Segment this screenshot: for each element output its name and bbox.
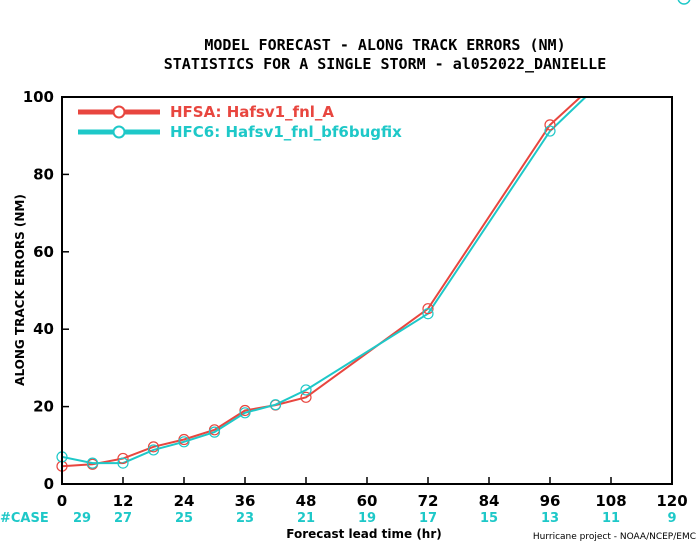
data-point-1-1 — [86, 457, 99, 469]
corner-logo-icon — [677, 0, 691, 5]
x-tick-label: 108 — [595, 492, 626, 510]
chart-title: MODEL FORECAST - ALONG TRACK ERRORS (NM) — [204, 36, 565, 54]
y-tick-label: 0 — [44, 475, 54, 493]
x-axis-ticks: 0 12 24 36 48 60 72 84 96 108 120 — [57, 477, 688, 510]
data-point-1-5 — [208, 426, 221, 438]
x-tick-label: 24 — [174, 492, 195, 510]
data-point-1-2 — [117, 457, 129, 469]
y-tick-label: 100 — [23, 88, 54, 106]
series-line-1 — [62, 96, 587, 465]
case-count: 23 — [236, 511, 254, 526]
legend-label-1: HFC6: Hafsv1_fnl_bf6bugfix — [170, 123, 402, 141]
data-point-1-7 — [269, 399, 282, 411]
x-tick-label: 72 — [418, 492, 439, 510]
series-lines — [62, 96, 587, 468]
data-point-0-3 — [147, 441, 160, 453]
chart-subtitle: STATISTICS FOR A SINGLE STORM - al052022… — [164, 55, 607, 73]
data-point-1-9 — [422, 308, 434, 320]
case-label: #CASE — [0, 511, 49, 526]
x-tick-label: 36 — [235, 492, 256, 510]
data-point-0-9 — [422, 303, 434, 315]
data-point-1-8 — [300, 384, 312, 396]
case-count: 15 — [480, 511, 498, 526]
case-count: 17 — [419, 511, 437, 526]
x-tick-label: 84 — [479, 492, 500, 510]
case-count: 25 — [175, 511, 193, 526]
legend-marker-0 — [112, 105, 126, 119]
y-tick-label: 40 — [33, 320, 54, 338]
case-count: 27 — [114, 511, 132, 526]
credit-text: Hurricane project - NOAA/NCEP/EMC — [533, 532, 696, 542]
y-tick-label: 80 — [33, 165, 54, 183]
y-tick-label: 60 — [33, 243, 54, 261]
y-axis-label: ALONG TRACK ERRORS (NM) — [13, 194, 27, 386]
case-count: 29 — [73, 511, 91, 526]
series-markers — [56, 119, 556, 472]
data-point-1-6 — [239, 407, 251, 419]
case-count: 21 — [297, 511, 315, 526]
legend-marker-1 — [112, 125, 126, 139]
y-axis-ticks: 0 20 40 60 80 100 — [23, 88, 69, 493]
case-count: 11 — [602, 511, 620, 526]
legend-label-0: HFSA: Hafsv1_fnl_A — [170, 103, 334, 121]
data-point-0-10 — [544, 119, 556, 131]
data-point-1-10 — [544, 125, 556, 137]
plot-frame — [61, 96, 673, 485]
case-count: 13 — [541, 511, 559, 526]
case-count: 9 — [667, 511, 676, 526]
series-line-0 — [62, 96, 582, 468]
x-tick-label: 12 — [113, 492, 134, 510]
x-tick-label: 96 — [540, 492, 561, 510]
case-counts-row: #CASE 29 27 25 23 21 19 17 15 13 11 9 — [0, 511, 677, 526]
x-tick-label: 48 — [296, 492, 317, 510]
x-tick-label: 0 — [57, 492, 67, 510]
legend: HFSA: Hafsv1_fnl_A HFC6: Hafsv1_fnl_bf6bu… — [78, 103, 402, 141]
x-tick-label: 60 — [357, 492, 378, 510]
data-point-0-8 — [300, 391, 312, 403]
data-point-1-4 — [178, 436, 190, 448]
y-tick-label: 20 — [33, 398, 54, 416]
x-axis-label: Forecast lead time (hr) — [286, 527, 442, 541]
data-point-0-2 — [117, 452, 129, 465]
case-count: 19 — [358, 511, 376, 526]
data-point-1-3 — [147, 444, 160, 456]
x-tick-label: 120 — [656, 492, 687, 510]
